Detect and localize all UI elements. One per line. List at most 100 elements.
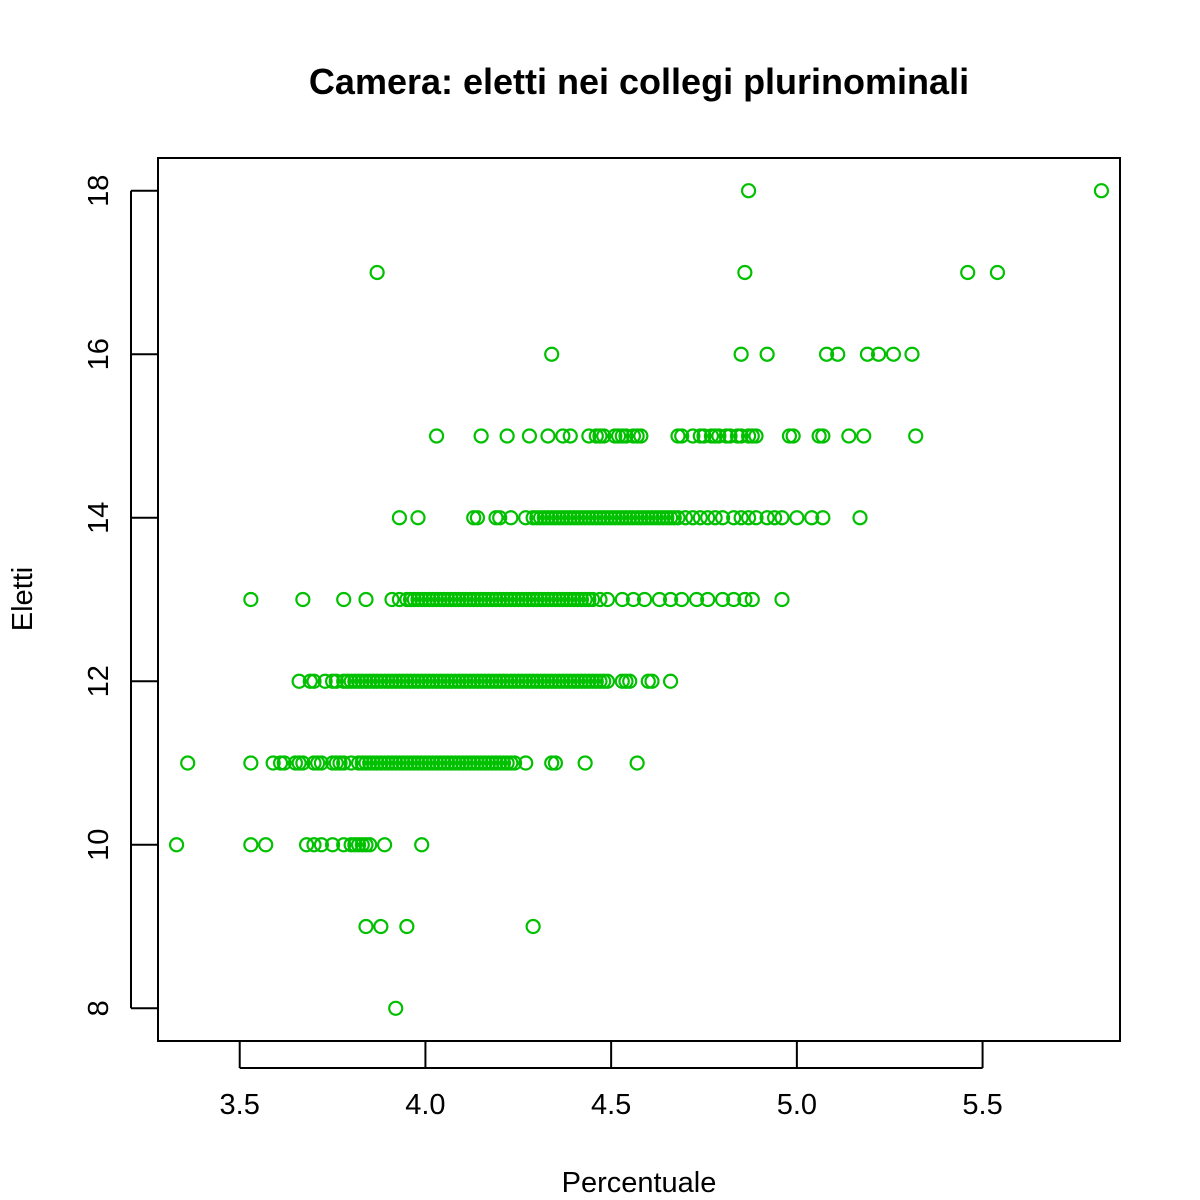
data-point (336, 755, 352, 771)
y-tick-label: 14 (83, 502, 115, 534)
data-point (722, 428, 738, 444)
data-point (258, 837, 274, 853)
y-tick-label: 18 (83, 175, 115, 207)
data-point (599, 591, 616, 608)
data-point (324, 837, 341, 853)
data-point (636, 591, 653, 608)
data-point (711, 428, 727, 444)
data-point (291, 673, 307, 689)
data-point (369, 264, 385, 281)
x-axis: 3.5 4.0 4.5 5.0 5.5 (220, 1041, 1003, 1121)
data-point (766, 510, 783, 526)
data-point (328, 673, 344, 689)
data-point (960, 264, 976, 281)
data-point (651, 591, 668, 608)
data-point (662, 591, 679, 608)
data-point (629, 755, 645, 771)
data-point (540, 428, 556, 444)
data-point (388, 1000, 404, 1016)
data-point (818, 346, 835, 362)
x-ticks: 3.5 4.0 4.5 5.0 5.5 (220, 1041, 1003, 1121)
data-point (343, 755, 359, 771)
data-point (841, 428, 857, 444)
data-point (492, 510, 508, 526)
data-point (499, 428, 515, 444)
data-point (362, 837, 378, 853)
y-tick-label: 12 (83, 665, 115, 697)
data-point (618, 428, 634, 444)
data-point (391, 591, 408, 608)
data-point (295, 591, 311, 608)
data-point (674, 591, 690, 608)
plot-area-frame (157, 157, 1121, 1042)
data-point (904, 346, 920, 362)
data-point (428, 428, 445, 444)
data-point (700, 591, 716, 608)
data-point (243, 755, 259, 771)
chart-title: Camera: eletti nei collegi plurinominali (309, 61, 969, 102)
data-point (599, 673, 616, 689)
data-point (859, 346, 876, 362)
data-point (726, 510, 742, 526)
data-point (376, 837, 393, 853)
data-point (989, 264, 1006, 281)
x-axis-label: Percentuale (562, 1167, 717, 1199)
x-tick-label: 4.0 (405, 1089, 445, 1121)
data-point (662, 673, 679, 689)
data-point (473, 428, 489, 444)
data-point (670, 510, 686, 526)
data-point (596, 428, 612, 444)
data-point (644, 673, 660, 689)
data-point (733, 428, 749, 444)
y-tick-label: 8 (83, 1000, 115, 1016)
data-point (525, 918, 541, 935)
data-point (633, 428, 649, 444)
y-tick-label: 16 (83, 338, 115, 370)
data-point (908, 428, 924, 444)
data-point (243, 837, 259, 853)
data-point (852, 510, 868, 526)
data-point (518, 510, 534, 526)
data-point (391, 510, 408, 526)
data-point (707, 510, 723, 526)
data-point (180, 755, 196, 771)
data-point (506, 755, 523, 771)
y-tick-label: 10 (83, 829, 115, 861)
data-point (685, 428, 701, 444)
data-point (306, 837, 322, 853)
data-point (674, 428, 690, 444)
x-tick-label: 5.5 (962, 1089, 1002, 1121)
data-point (688, 591, 705, 608)
data-point (581, 428, 597, 444)
data-point (276, 755, 292, 771)
data-point (518, 755, 534, 771)
data-point (547, 755, 564, 771)
data-point (789, 510, 805, 526)
data-point (733, 346, 749, 362)
data-point (759, 510, 775, 526)
data-point (562, 428, 578, 444)
data-point (714, 510, 731, 526)
x-tick-label: 5.0 (777, 1089, 817, 1121)
data-point (622, 673, 638, 689)
data-point (168, 837, 185, 853)
data-point (774, 591, 790, 608)
data-point (815, 428, 831, 444)
data-point (503, 510, 519, 526)
data-point (1093, 183, 1110, 199)
data-point (373, 918, 389, 935)
data-point (740, 183, 757, 199)
data-point (521, 428, 538, 444)
data-point (358, 591, 374, 608)
data-point (384, 591, 400, 608)
data-point (692, 510, 708, 526)
data-point (696, 428, 712, 444)
data-point (313, 755, 330, 771)
data-point (336, 591, 352, 608)
y-axis-label: Eletti (7, 567, 39, 631)
data-point (469, 510, 486, 526)
data-point (306, 673, 322, 689)
data-point (614, 591, 630, 608)
data-point (358, 918, 374, 935)
data-point (774, 510, 790, 526)
